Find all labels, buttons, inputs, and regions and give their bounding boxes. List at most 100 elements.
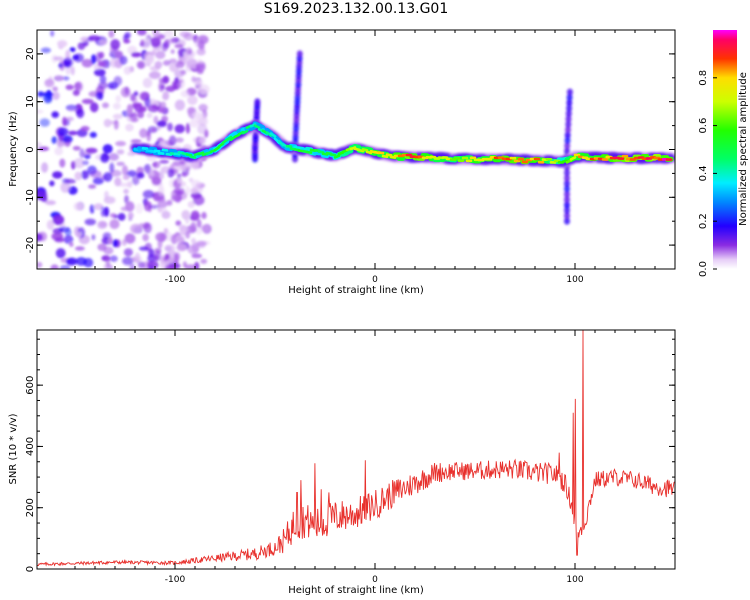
spike-blob <box>566 94 573 101</box>
spike-blob <box>564 196 570 204</box>
noise-blob <box>108 30 115 38</box>
noise-blob <box>100 206 106 218</box>
noise-blob <box>175 234 186 245</box>
noise-blob <box>89 131 97 138</box>
spectral-ridge <box>129 119 675 168</box>
noise-blob <box>174 69 185 78</box>
noise-blob <box>190 210 200 221</box>
spike-blob <box>296 50 303 58</box>
noise-blob <box>138 246 149 251</box>
noise-blob <box>37 91 44 97</box>
snr-x-tick-label: 100 <box>566 575 583 585</box>
noise-blob <box>122 175 130 180</box>
noise-blob <box>45 200 56 206</box>
noise-blob <box>114 50 124 59</box>
spike-blob <box>564 147 570 155</box>
noise-blob <box>168 135 177 146</box>
ridge-segment <box>148 146 158 153</box>
noise-blob <box>88 184 97 189</box>
noise-blob <box>124 195 129 204</box>
noise-blob <box>123 66 132 75</box>
spike-blob <box>564 217 570 225</box>
colorbar-gradient <box>713 30 737 269</box>
spectrogram-y-tick-label: 0 <box>25 146 36 152</box>
noise-blob <box>57 127 69 137</box>
noise-blob <box>191 76 197 83</box>
noise-blob <box>173 253 179 265</box>
noise-blob <box>127 212 134 219</box>
noise-blob <box>63 76 70 81</box>
noise-blob <box>137 111 145 119</box>
ridge-segment <box>321 152 329 156</box>
noise-blob <box>98 81 109 90</box>
spike-blob <box>564 131 571 139</box>
noise-blob <box>97 61 106 67</box>
noise-blob <box>52 86 58 92</box>
noise-blob <box>144 163 151 174</box>
noise-blob <box>151 104 158 110</box>
noise-blob <box>163 30 174 38</box>
noise-blob <box>167 168 175 178</box>
snr-y-tick-label: 0 <box>25 566 36 572</box>
spectrogram-y-axis-label: Frequency (Hz) <box>8 111 19 187</box>
ridge-segment <box>361 148 369 152</box>
noise-blob <box>41 162 49 173</box>
ridge-segment <box>285 144 293 148</box>
noise-blob <box>52 171 63 179</box>
spike-blob <box>564 180 570 188</box>
noise-blob <box>181 172 187 177</box>
noise-blob <box>164 244 176 252</box>
noise-blob <box>104 190 109 200</box>
noise-blob <box>151 127 157 133</box>
snr-y-tick-label: 400 <box>25 437 36 456</box>
noise-blob <box>72 146 81 151</box>
noise-blob <box>190 187 199 194</box>
noise-blob <box>131 176 140 185</box>
noise-blob <box>109 219 120 230</box>
noise-blob <box>158 185 165 197</box>
ridge-segment <box>357 148 365 153</box>
noise-blob <box>102 102 109 109</box>
noise-blob <box>183 32 194 41</box>
noise-blob <box>94 68 106 77</box>
spike-blob <box>564 137 571 144</box>
colorbar-ticks: 0.0 0.2 0.4 0.6 0.8 <box>698 70 717 277</box>
noise-blob <box>150 36 161 48</box>
noise-blob <box>65 116 74 122</box>
noise-blob <box>115 140 127 147</box>
noise-blob <box>50 264 59 269</box>
noise-blob <box>117 213 126 221</box>
noise-blob <box>123 248 133 257</box>
noise-blob <box>191 238 196 244</box>
noise-blob <box>112 239 119 248</box>
noise-blob <box>124 32 131 39</box>
ridge-segment <box>197 151 205 156</box>
noise-blob <box>148 265 155 269</box>
noise-blob <box>123 188 129 195</box>
noise-blob <box>95 91 104 100</box>
noise-blob <box>196 48 206 56</box>
noise-blob <box>105 256 111 267</box>
noise-blob <box>95 52 102 63</box>
ridge-segment <box>333 154 341 159</box>
noise-blob <box>174 79 184 84</box>
spike-blob <box>564 212 570 220</box>
noise-blob <box>52 91 60 100</box>
noise-blob <box>140 39 145 47</box>
noise-blob <box>157 207 163 213</box>
noise-blob <box>187 95 198 106</box>
ridge-segment <box>241 129 249 135</box>
ridge-segment <box>161 148 169 152</box>
noise-blob <box>130 93 136 102</box>
noise-blob <box>162 60 171 66</box>
noise-blob <box>81 98 94 105</box>
noise-blob <box>65 84 74 91</box>
ridge-segment <box>173 152 181 156</box>
noise-blob <box>175 220 182 226</box>
noise-blob <box>108 236 113 245</box>
ridge-segment <box>256 123 266 131</box>
noise-blob <box>153 115 159 125</box>
noise-blob <box>92 177 104 185</box>
noise-blob <box>143 222 152 234</box>
